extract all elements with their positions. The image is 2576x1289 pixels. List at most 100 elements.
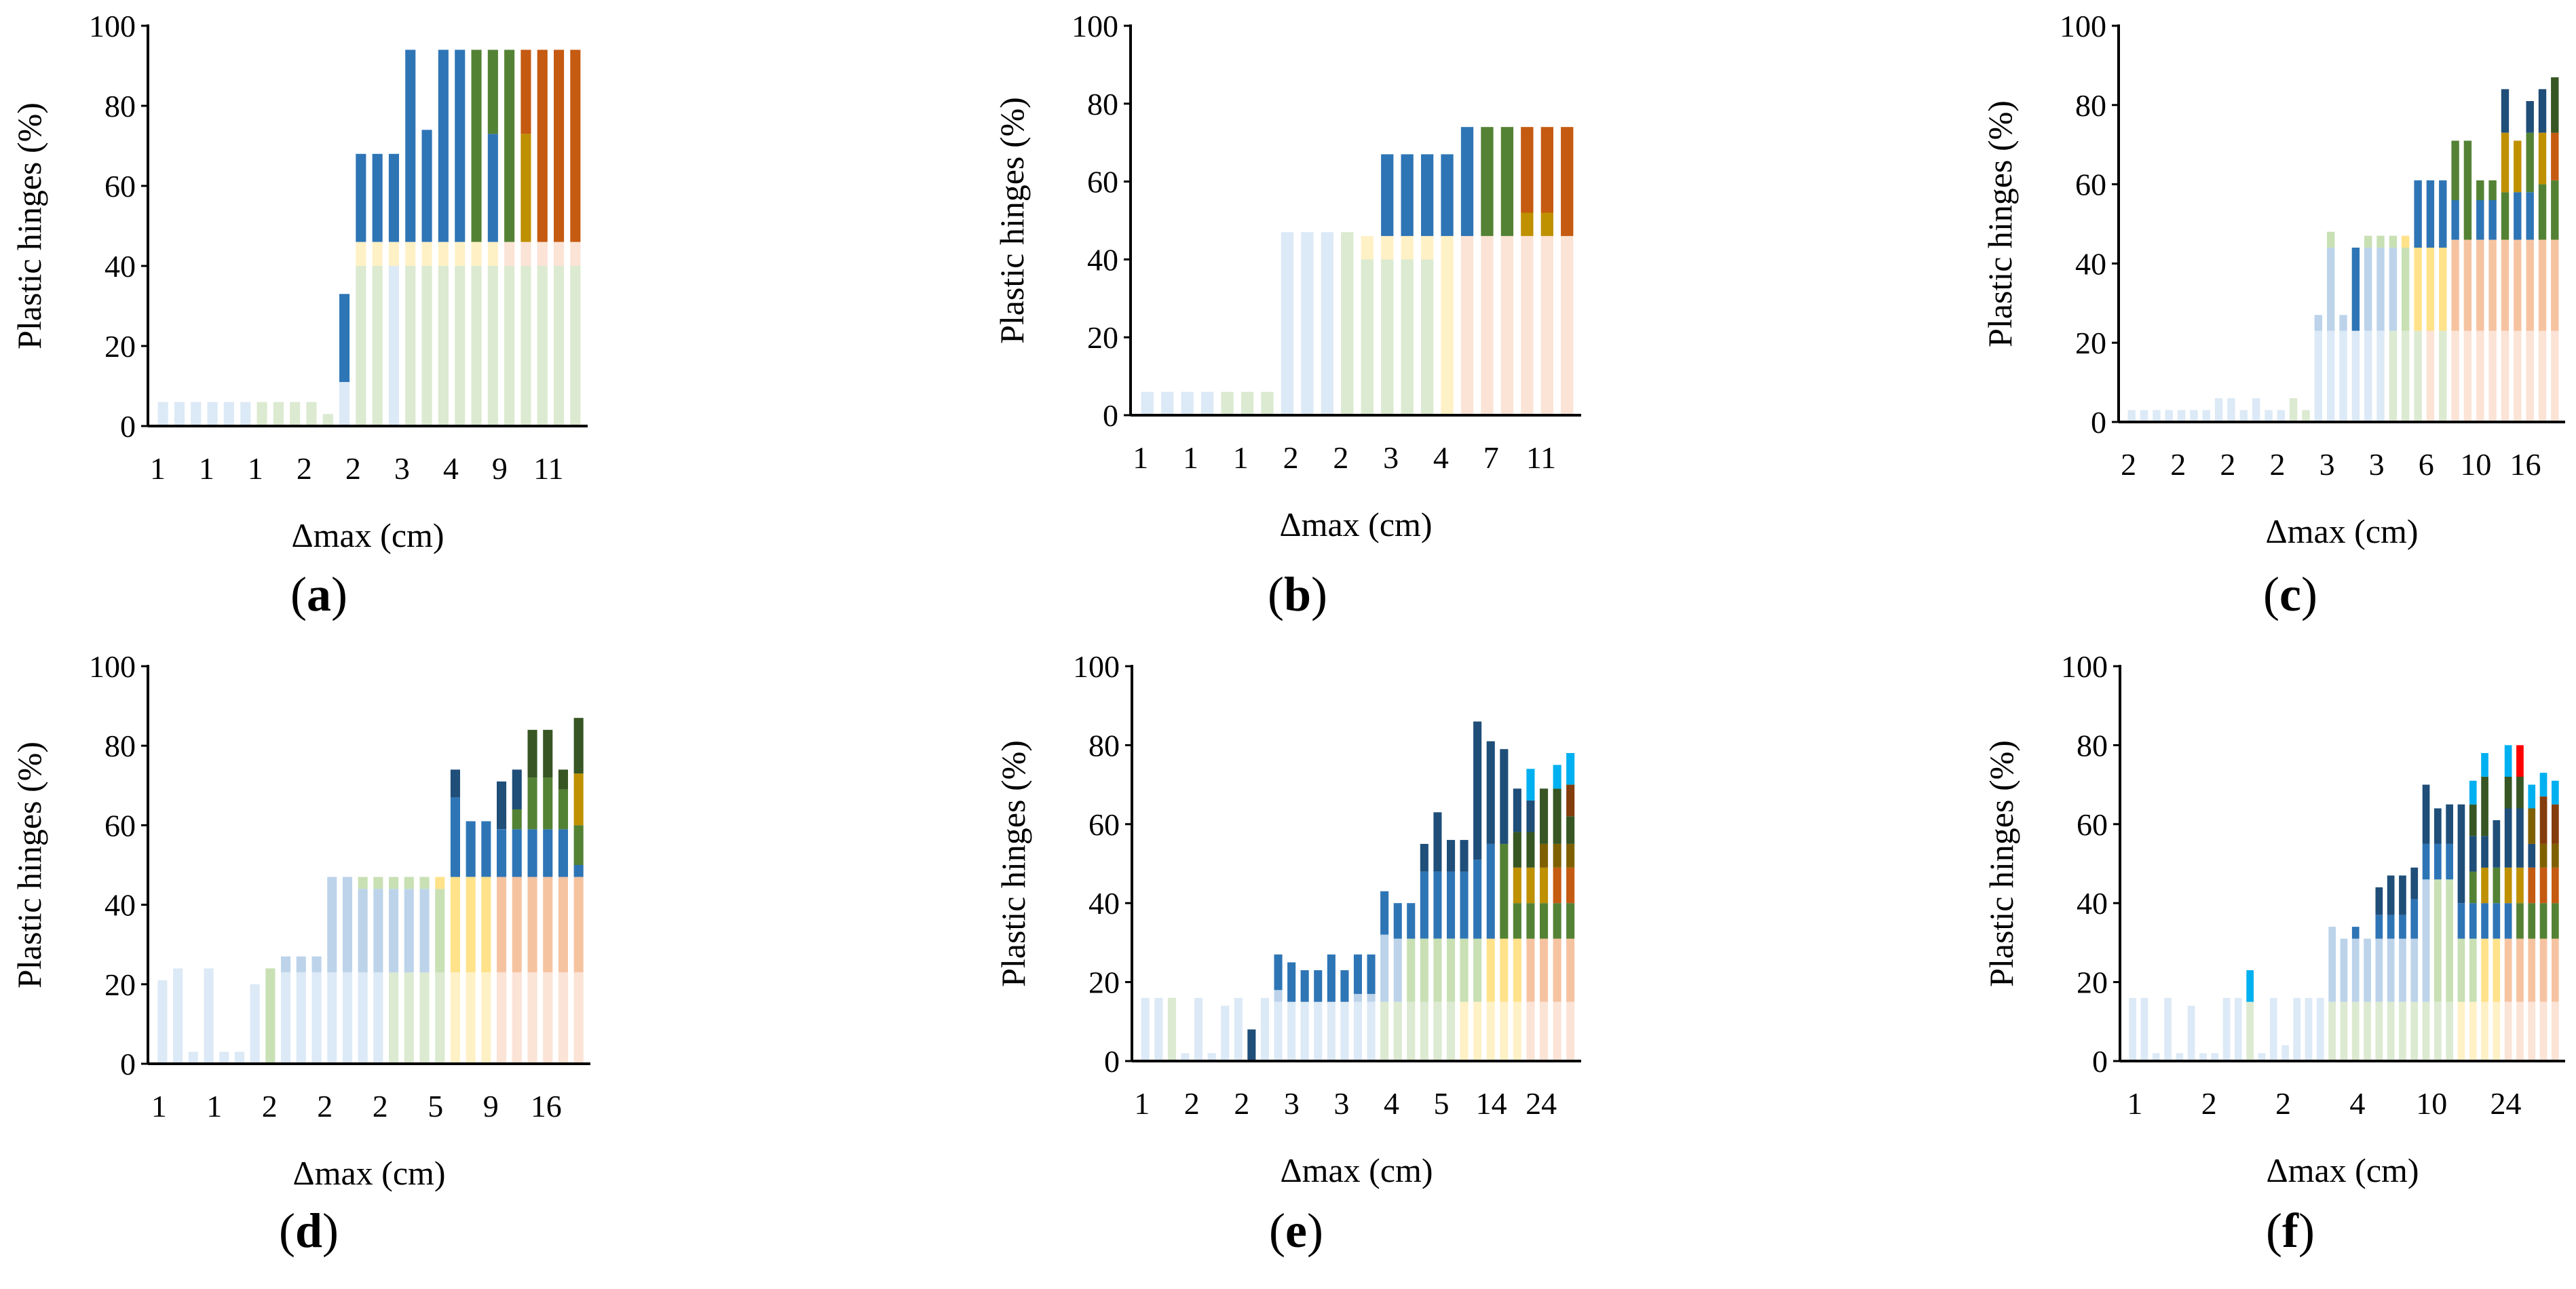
bar-7 (250, 984, 260, 1064)
bar-segment-s13 (2526, 101, 2534, 133)
bar-14 (1401, 154, 1414, 415)
bar-20 (1393, 903, 1402, 1061)
bar-segment-s11 (573, 773, 584, 826)
x-axis-title: Δmax (cm) (292, 1154, 445, 1192)
x-tick-label: 3 (1383, 440, 1399, 475)
y-tick-label: 60 (105, 169, 136, 204)
bar-segment-s8 (1540, 938, 1549, 1002)
bar-segment-s12 (570, 50, 581, 242)
bar-segment-s14 (1553, 788, 1561, 844)
bar-segment-s1 (2199, 1053, 2207, 1061)
bar-segment-s8 (2451, 239, 2459, 331)
bar-segment-s1 (157, 980, 168, 1064)
x-tick-label: 2 (2220, 447, 2235, 482)
y-tick-label: 100 (89, 9, 136, 43)
bar-segment-s1 (157, 402, 168, 426)
x-axis-title: Δmax (cm) (1279, 505, 1432, 543)
y-tick-label: 20 (2075, 326, 2106, 360)
bar-segment-s17 (2539, 773, 2547, 796)
bar-segment-s17 (2469, 780, 2477, 805)
bar-segment-s1 (2351, 330, 2360, 422)
y-axis-title: Plastic hinges (%) (10, 102, 48, 349)
bar-segment-s9 (1460, 127, 1474, 236)
bar-segment-s2 (1221, 391, 1234, 415)
bar-segment-s1 (1141, 391, 1154, 415)
bar-8 (2211, 1053, 2219, 1061)
bar-24 (2399, 875, 2406, 1061)
bar-33 (2504, 745, 2512, 1061)
bar-segment-s7 (466, 877, 476, 973)
bar-segment-s13 (1247, 1029, 1256, 1061)
bar-26 (1473, 721, 1482, 1061)
bar-23 (520, 50, 531, 426)
bar-segment-s7 (481, 877, 491, 973)
bar-4 (2164, 997, 2172, 1061)
bar-segment-s2 (257, 402, 267, 426)
bar-6 (1207, 1053, 1216, 1061)
bar-segment-s9 (1300, 970, 1309, 1002)
bar-23 (2387, 875, 2395, 1061)
bar-3 (1181, 391, 1194, 415)
bar-segment-s2 (1361, 259, 1374, 415)
bar-segment-s6 (373, 877, 383, 889)
bar-1 (1141, 997, 1150, 1061)
bar-9 (281, 956, 291, 1064)
bar-segment-s9 (405, 50, 416, 242)
bar-segment-s7 (2426, 248, 2435, 331)
bar-segment-s1 (240, 402, 251, 426)
bar-16 (2314, 315, 2322, 422)
bar-segment-s11 (2514, 140, 2522, 193)
bar-segment-s3 (2481, 1001, 2488, 1061)
bar-segment-s17 (1553, 765, 1561, 789)
bar-segment-s1 (207, 402, 218, 426)
bar-segment-s2 (2302, 410, 2310, 422)
bar-18 (2339, 315, 2347, 422)
bar-segment-s10 (2488, 180, 2497, 200)
bar-segment-s17 (2504, 745, 2512, 777)
bar-28 (573, 718, 584, 1064)
bar-segment-s4 (504, 242, 515, 266)
bar-segment-s12 (2552, 867, 2559, 904)
bar-12 (339, 294, 350, 426)
bar-segment-s9 (438, 50, 449, 242)
bar-24 (1447, 840, 1456, 1061)
bar-segment-s9 (2422, 843, 2430, 880)
bar-segment-s4 (2451, 330, 2459, 422)
y-tick-label: 0 (1104, 1044, 1120, 1079)
bar-segment-s1 (2222, 997, 2231, 1061)
bar-segment-s7 (2414, 248, 2422, 331)
bar-segment-s1 (296, 972, 306, 1064)
bar-segment-s11 (2504, 867, 2512, 904)
bar-segment-s3 (487, 242, 498, 266)
bar-20 (2351, 927, 2360, 1061)
bar-segment-s2 (570, 266, 581, 426)
bar-1 (2129, 997, 2136, 1061)
bar-segment-s1 (2140, 997, 2148, 1061)
bar-segment-s10 (2551, 180, 2559, 240)
x-tick-label: 11 (533, 451, 563, 486)
bar-segment-s11 (2481, 867, 2488, 904)
bar-segment-s4 (1481, 236, 1494, 415)
bar-segment-s3 (1500, 1001, 1509, 1061)
bar-segment-s2 (1433, 1001, 1442, 1061)
y-tick-label: 0 (2092, 1044, 2108, 1079)
bar-15 (1421, 154, 1434, 415)
bar-segment-s9 (421, 130, 432, 242)
y-tick-label: 100 (2060, 9, 2106, 43)
bar-segment-s9 (2476, 200, 2484, 240)
bar-19 (435, 877, 445, 1064)
bar-3 (1167, 997, 1176, 1061)
bar-segment-s13 (2481, 836, 2488, 868)
bar-segment-s11 (1526, 867, 1535, 904)
bar-segment-s9 (497, 829, 507, 877)
bar-segment-s5 (2399, 938, 2406, 1002)
bar-segment-s1 (358, 972, 368, 1064)
bar-segment-s8 (512, 877, 522, 973)
bar-segment-s2 (290, 402, 301, 426)
bar-segment-s9 (1353, 954, 1362, 995)
bar-segment-s9 (2493, 903, 2501, 939)
bar-37 (2552, 780, 2559, 1061)
bar-4 (204, 968, 214, 1064)
